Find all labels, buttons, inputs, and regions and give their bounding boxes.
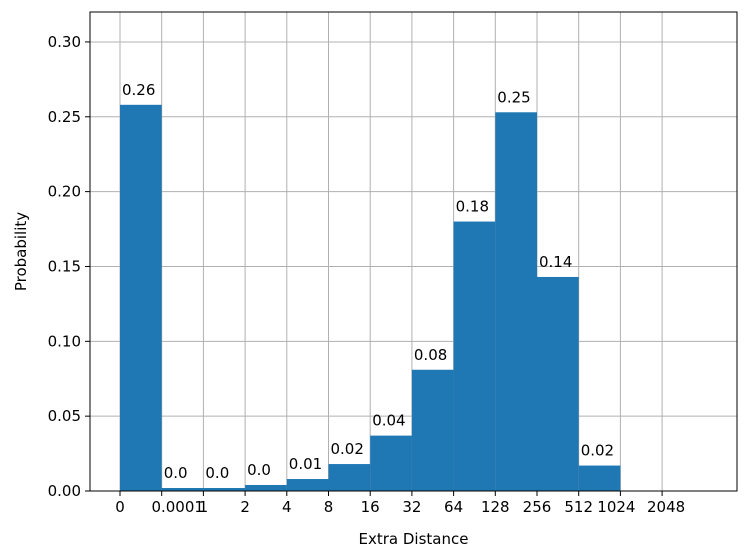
histogram-bar: [453, 221, 496, 491]
bar-value-label: 0.0: [205, 464, 229, 482]
x-tick-label: 512: [564, 498, 593, 516]
bar-value-label: 0.0: [247, 461, 271, 479]
histogram-bar: [120, 104, 162, 492]
bar-value-label: 0.18: [456, 198, 489, 216]
y-tick-label: 0.30: [48, 33, 81, 51]
histogram-bar: [495, 112, 537, 492]
histogram-bar: [537, 276, 579, 491]
bars: [120, 104, 621, 492]
bar-value-label: 0.02: [331, 440, 364, 458]
y-tick-label: 0.05: [48, 407, 81, 425]
histogram-bar: [161, 488, 204, 491]
x-tick-label: 8: [324, 498, 334, 516]
plot-frame: [89, 11, 738, 492]
x-tick-label: 32: [402, 498, 421, 516]
x-tick-label: 0.0001: [151, 498, 204, 516]
data-labels: 0.26 0.0 0.0 0.0 0.01 0.02 0.04 0.08 0.18 0.25 0.1…: [122, 81, 614, 482]
histogram-bar: [370, 435, 412, 491]
y-tick-label: 0.15: [48, 257, 81, 275]
bar-value-label: 0.14: [539, 253, 572, 271]
histogram-bar: [203, 488, 246, 491]
histogram-bar: [328, 464, 371, 491]
histogram-bar: [578, 465, 621, 491]
x-tick-label: 1024: [597, 498, 635, 516]
x-tick-label: 64: [444, 498, 463, 516]
bar-value-label: 0.0: [164, 464, 188, 482]
y-tick-label: 0.00: [48, 482, 81, 500]
y-axis-label: Probability: [12, 212, 30, 291]
x-tick-label: 2: [240, 498, 250, 516]
histogram-bar: [286, 479, 329, 491]
x-tick-label: 0: [115, 498, 125, 516]
y-tick-label: 0.25: [48, 108, 81, 126]
y-tick-label: 0.10: [48, 332, 81, 350]
x-tick-label: 16: [361, 498, 380, 516]
bar-value-label: 0.25: [497, 88, 530, 106]
x-tick-label: 1: [199, 498, 209, 516]
y-tick-label: 0.20: [48, 183, 81, 201]
x-tick-label: 256: [523, 498, 552, 516]
histogram-bar: [245, 485, 287, 491]
bar-value-label: 0.01: [289, 455, 322, 473]
bar-value-label: 0.02: [581, 442, 614, 460]
x-tick-label: 128: [481, 498, 510, 516]
bar-value-label: 0.08: [414, 346, 447, 364]
x-tick-label: 4: [282, 498, 292, 516]
x-tick-label: 2048: [647, 498, 685, 516]
histogram-bar: [411, 369, 454, 491]
bar-value-label: 0.26: [122, 81, 155, 99]
bar-value-label: 0.04: [372, 412, 405, 430]
x-axis-label: Extra Distance: [359, 530, 469, 548]
